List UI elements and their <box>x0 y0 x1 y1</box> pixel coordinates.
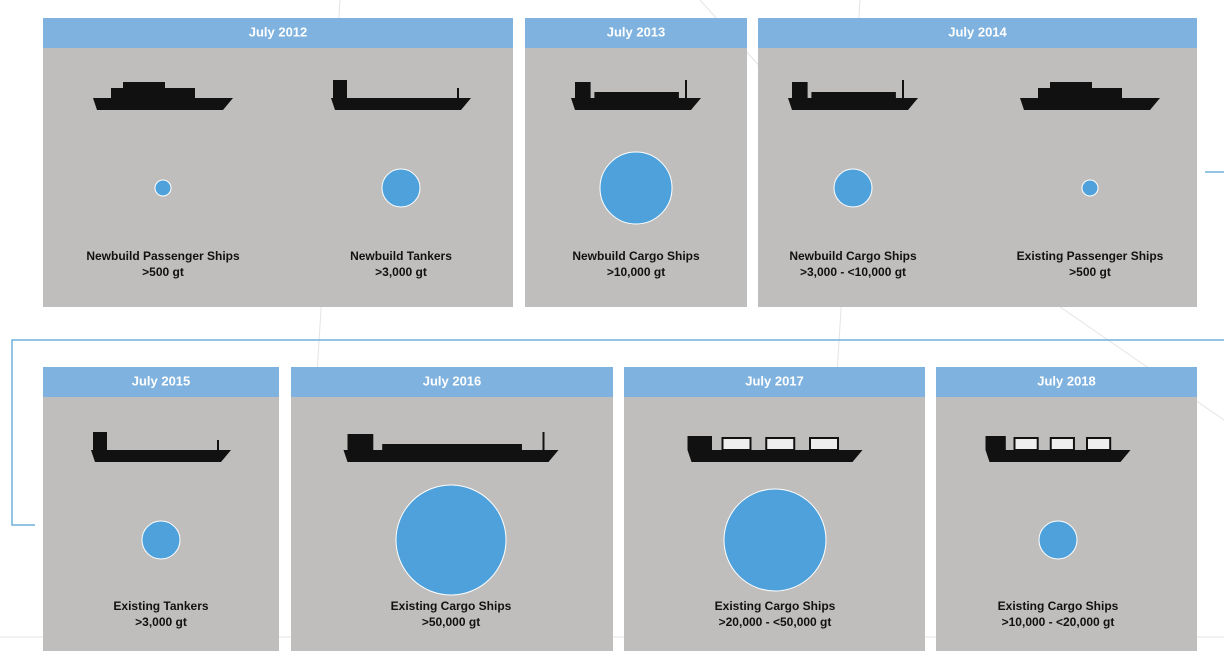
panel-title: July 2018 <box>1037 373 1096 388</box>
ship-mast <box>543 432 545 450</box>
infographic: July 2012 Newbuild Passenger Ships >500 gt… <box>0 0 1224 651</box>
ship-category: Existing Tankers <box>113 599 208 613</box>
ship-category: Existing Cargo Ships <box>998 599 1119 613</box>
tonnage-threshold: >3,000 - <10,000 gt <box>800 265 906 279</box>
ship-hull <box>91 450 231 462</box>
panel: July 2013 Newbuild Cargo Ships >10,000 gt <box>525 18 747 307</box>
panel: July 2015 Existing Tankers >3,000 gt <box>43 367 279 651</box>
ship-category: Existing Passenger Ships <box>1017 249 1164 263</box>
size-circle <box>834 169 872 207</box>
ship-hull <box>1020 98 1160 110</box>
panel-title: July 2017 <box>745 373 804 388</box>
ship-mast <box>217 440 219 450</box>
ship-bridge <box>333 80 347 98</box>
ship-category: Newbuild Cargo Ships <box>572 249 700 263</box>
ship-cargo <box>811 92 896 98</box>
tonnage-threshold: >500 gt <box>142 265 184 279</box>
ship-hull <box>331 98 471 110</box>
panel-title: July 2016 <box>423 373 482 388</box>
tonnage-threshold: >50,000 gt <box>422 615 480 629</box>
panel: July 2016 Existing Cargo Ships >50,000 gt <box>291 367 613 651</box>
ship-mast <box>902 80 904 98</box>
ship-category: Existing Cargo Ships <box>391 599 512 613</box>
tonnage-threshold: >10,000 gt <box>607 265 665 279</box>
ship-hull <box>571 98 701 110</box>
ship-hull <box>344 450 559 462</box>
panel-title: July 2015 <box>132 373 191 388</box>
ship-category: Existing Cargo Ships <box>715 599 836 613</box>
ship-deck <box>111 88 195 98</box>
size-circle <box>155 180 171 196</box>
ship-bridge <box>986 436 1006 450</box>
tonnage-threshold: >20,000 - <50,000 gt <box>719 615 832 629</box>
ship-container <box>1015 438 1038 450</box>
ship-cargo <box>594 92 679 98</box>
size-circle <box>1039 521 1077 559</box>
size-circle <box>724 489 826 591</box>
ship-deck <box>123 82 165 88</box>
size-circle <box>600 152 672 224</box>
ship-container <box>810 438 838 450</box>
ship-hull <box>93 98 233 110</box>
size-circle <box>142 521 180 559</box>
panel-body <box>43 48 513 307</box>
ship-deck <box>1038 88 1122 98</box>
ship-hull <box>986 450 1131 462</box>
panel-title: July 2013 <box>607 24 666 39</box>
panels: July 2012 Newbuild Passenger Ships >500 gt… <box>43 18 1197 651</box>
tonnage-threshold: >3,000 gt <box>135 615 187 629</box>
size-circle <box>396 485 506 595</box>
ship-bridge <box>792 82 808 98</box>
panel: July 2014 Newbuild Cargo Ships >3,000 - <1… <box>758 18 1197 307</box>
ship-category: Newbuild Passenger Ships <box>86 249 240 263</box>
ship-mast <box>457 88 459 98</box>
ship-category: Newbuild Cargo Ships <box>789 249 917 263</box>
ship-bridge <box>688 436 713 450</box>
ship-mast <box>685 80 687 98</box>
tonnage-threshold: >10,000 - <20,000 gt <box>1002 615 1115 629</box>
ship-container <box>766 438 794 450</box>
ship-container <box>1087 438 1110 450</box>
panel-title: July 2014 <box>948 24 1007 39</box>
panel: July 2012 Newbuild Passenger Ships >500 gt… <box>43 18 513 307</box>
ship-container <box>1051 438 1074 450</box>
tonnage-threshold: >3,000 gt <box>375 265 427 279</box>
ship-category: Newbuild Tankers <box>350 249 452 263</box>
size-circle <box>382 169 420 207</box>
ship-bridge <box>348 434 374 450</box>
tonnage-threshold: >500 gt <box>1069 265 1111 279</box>
size-circle <box>1082 180 1098 196</box>
panel: July 2018 Existing Cargo Ships >10,000 - <… <box>936 367 1197 651</box>
ship-hull <box>788 98 918 110</box>
panel: July 2017 Existing Cargo Ships >20,000 - <… <box>624 367 925 651</box>
panel-title: July 2012 <box>249 24 308 39</box>
ship-bridge <box>575 82 591 98</box>
ship-deck <box>1050 82 1092 88</box>
ship-cargo <box>382 444 522 450</box>
ship-bridge <box>93 432 107 450</box>
ship-container <box>723 438 751 450</box>
ship-hull <box>688 450 863 462</box>
